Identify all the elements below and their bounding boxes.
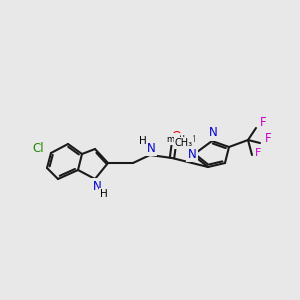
Text: N: N: [147, 142, 155, 154]
Text: N: N: [188, 148, 196, 160]
Text: N: N: [93, 179, 101, 193]
Text: Cl: Cl: [32, 142, 44, 154]
Text: H: H: [139, 136, 147, 146]
Text: H: H: [100, 189, 108, 199]
Text: N: N: [208, 127, 217, 140]
Text: F: F: [255, 148, 261, 158]
Text: methyl: methyl: [166, 134, 196, 143]
Text: F: F: [265, 131, 271, 145]
Text: F: F: [260, 116, 266, 128]
Text: CH₃: CH₃: [175, 138, 193, 148]
Text: O: O: [171, 130, 181, 142]
